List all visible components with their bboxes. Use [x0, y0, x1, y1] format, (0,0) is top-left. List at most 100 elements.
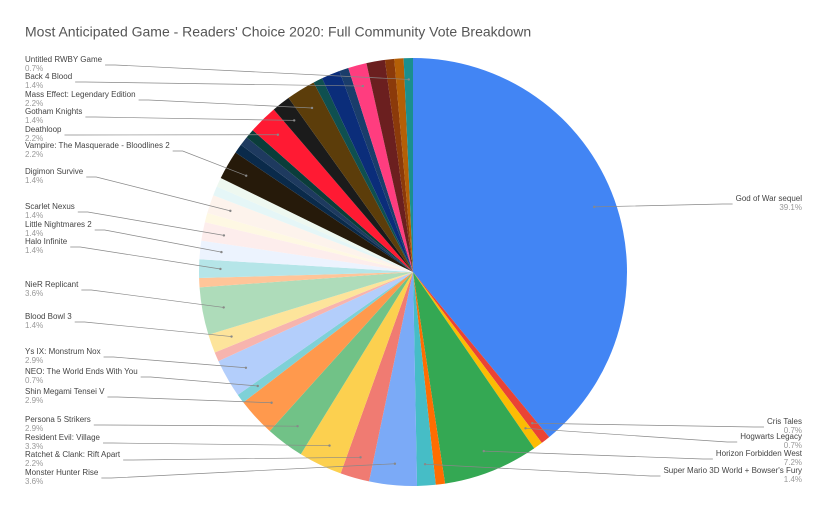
slice-value-label: 2.2% — [25, 134, 43, 143]
pie-slice — [369, 272, 418, 486]
pie-slice — [348, 63, 413, 272]
slice-label: Digimon Survive — [25, 167, 84, 176]
slice-value-label: 2.2% — [25, 459, 43, 468]
slice-value-label: 1.4% — [25, 81, 43, 90]
slice-value-label: 1.4% — [25, 211, 43, 220]
slice-label: Shin Megami Tensei V — [25, 387, 105, 396]
pie-slice — [273, 97, 413, 272]
leader-dot — [423, 463, 427, 466]
pie-slice — [216, 178, 413, 272]
slice-label: Untitled RWBY Game — [25, 55, 103, 64]
slice-value-label: 1.4% — [25, 229, 43, 238]
pie-slice — [313, 78, 413, 272]
leader-dot — [293, 119, 296, 122]
leader-line — [77, 211, 224, 236]
slice-value-label: 1.4% — [25, 321, 43, 330]
slice-value-label: 2.2% — [25, 99, 43, 108]
slice-label: Resident Evil: Village — [25, 433, 101, 442]
slice-value-label: 3.6% — [25, 477, 43, 486]
pie-slice — [413, 272, 542, 449]
pie-slice — [218, 272, 413, 395]
slice-label: NieR Replicant — [25, 280, 79, 289]
pie-slice — [413, 272, 550, 443]
slice-label: Monster Hunter Rise — [25, 468, 99, 477]
slice-value-label: 2.9% — [25, 356, 43, 365]
slice-label: Halo Infinite — [25, 237, 68, 246]
pie-slice — [413, 58, 627, 438]
pie-slice — [199, 272, 413, 335]
leader-dot — [407, 78, 410, 81]
leader-line — [101, 463, 395, 479]
pie-slice — [243, 272, 413, 431]
leader-dot — [270, 401, 273, 404]
pie-slice — [322, 71, 413, 272]
slice-value-label: 0.7% — [784, 441, 802, 450]
slice-label: Cris Tales — [767, 417, 802, 426]
leader-dot — [222, 234, 226, 237]
leader-line — [93, 424, 298, 427]
leader-dot — [296, 424, 299, 428]
leader-dot — [393, 462, 397, 465]
pie-slice — [237, 272, 413, 403]
leader-line — [105, 64, 409, 80]
leader-line — [532, 422, 765, 428]
leader-line — [140, 376, 258, 387]
pie-slice — [207, 195, 413, 272]
leader-dot — [222, 306, 225, 309]
pie-slice — [204, 213, 413, 272]
leader-line — [85, 116, 295, 121]
leader-line — [594, 203, 733, 208]
pie-slice — [220, 152, 413, 272]
pie-slice — [366, 59, 413, 273]
leader-dot — [524, 427, 527, 430]
leader-line — [138, 99, 313, 109]
slice-value-label: 7.2% — [784, 458, 802, 467]
slice-value-label: 0.7% — [25, 64, 43, 73]
pie-slice — [403, 58, 413, 272]
leader-dot — [245, 174, 248, 177]
pie-slice — [246, 130, 413, 272]
slice-label: Ys IX: Monstrum Nox — [25, 347, 101, 356]
slice-value-label: 0.7% — [784, 426, 802, 435]
leader-line — [425, 463, 661, 477]
slice-label: Mass Effect: Legendary Edition — [25, 90, 136, 99]
leader-dot — [361, 84, 365, 88]
pie-slice — [208, 272, 413, 353]
slice-label: God of War sequel — [736, 194, 803, 203]
slice-value-label: 3.3% — [25, 442, 43, 451]
pie-slice — [269, 272, 413, 455]
leader-dot — [482, 449, 485, 453]
leader-line — [483, 450, 713, 460]
leader-dot — [359, 456, 362, 459]
slice-value-label: 3.6% — [25, 289, 43, 298]
pie-slice — [235, 144, 413, 272]
leader-line — [107, 396, 272, 404]
leader-dot — [229, 209, 232, 213]
slice-label: Blood Bowl 3 — [25, 312, 72, 321]
leader-dot — [593, 205, 596, 209]
leader-line — [86, 176, 231, 212]
pie-slice — [213, 186, 413, 272]
slice-label: Super Mario 3D World + Bowser's Fury — [663, 466, 802, 475]
slice-label: Back 4 Blood — [25, 72, 72, 81]
pie-slice — [288, 82, 413, 272]
slice-value-label: 39.1% — [779, 203, 802, 212]
leader-line — [81, 289, 224, 308]
leader-dot — [531, 422, 534, 425]
slice-value-label: 1.4% — [25, 246, 43, 255]
pie-slice — [394, 58, 413, 272]
leader-dot — [310, 106, 314, 110]
pie-slice — [413, 272, 446, 485]
slice-label: Vampire: The Masquerade - Bloodlines 2 — [25, 141, 170, 150]
slice-label: Deathloop — [25, 125, 62, 134]
slice-label: Little Nightmares 2 — [25, 220, 92, 229]
leader-dot — [219, 267, 222, 271]
leader-dot — [276, 133, 280, 136]
slice-value-label: 2.9% — [25, 424, 43, 433]
leader-line — [70, 246, 221, 270]
slice-value-label: 2.2% — [25, 150, 43, 159]
pie-slice — [214, 272, 413, 362]
leader-dot — [244, 366, 248, 369]
slice-value-label: 2.9% — [25, 396, 43, 405]
